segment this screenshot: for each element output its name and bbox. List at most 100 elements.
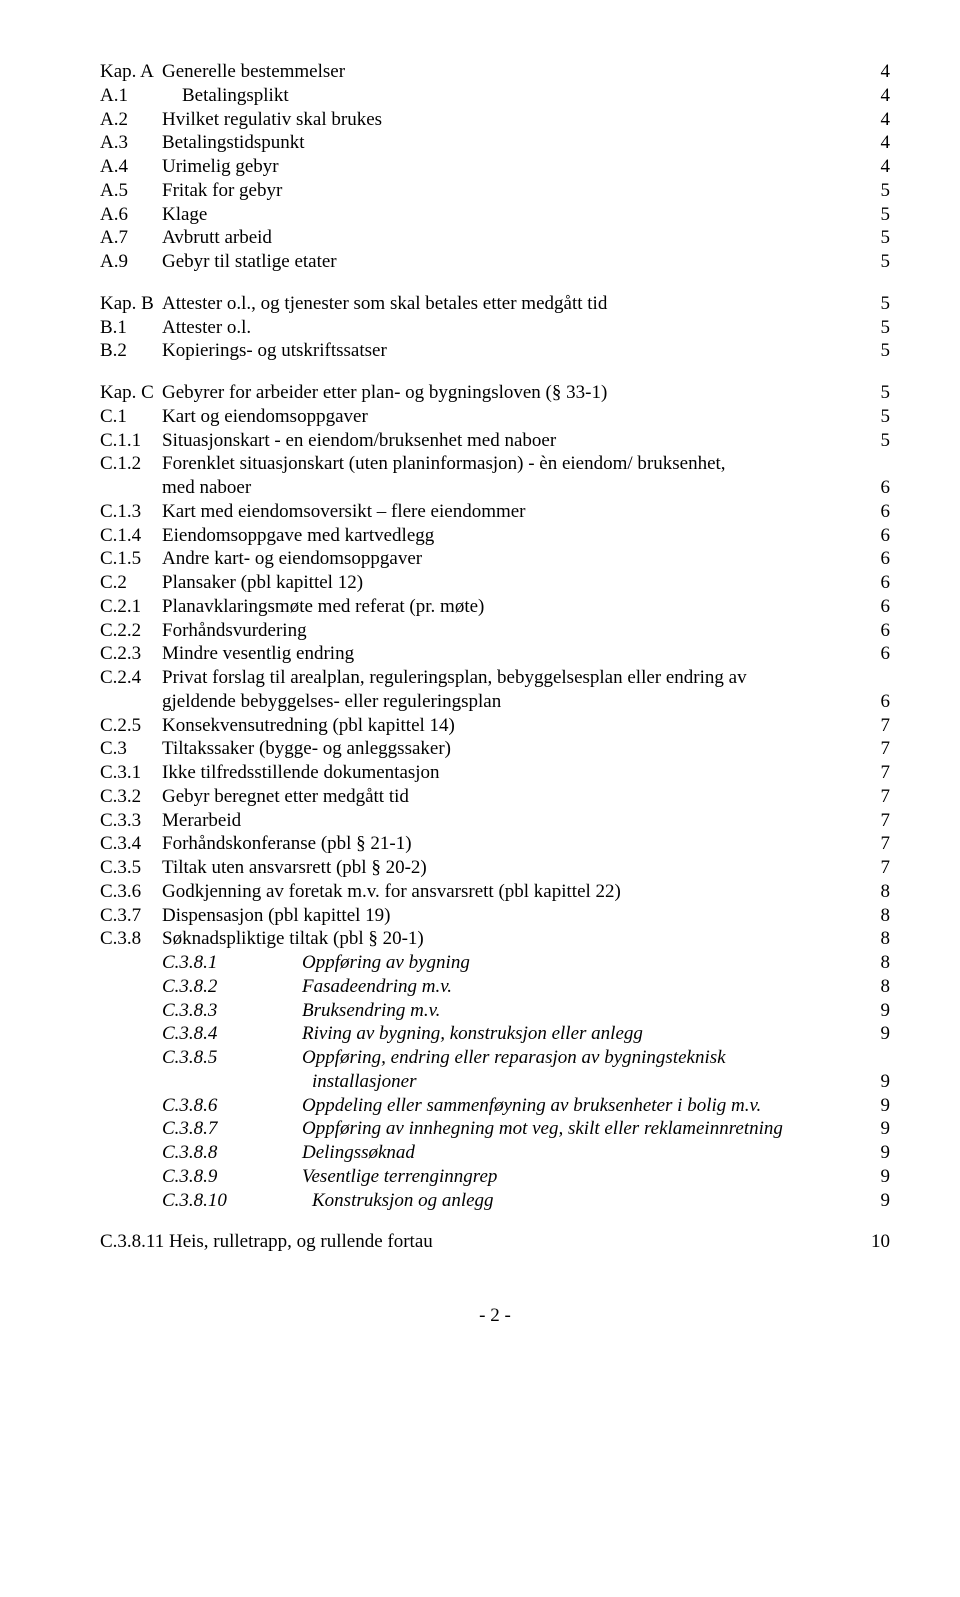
toc-label: B.2Kopierings- og utskriftssatser bbox=[100, 339, 870, 363]
toc-code: Kap. C bbox=[100, 381, 162, 405]
toc-page: 7 bbox=[870, 785, 890, 809]
toc-code: C.3.2 bbox=[100, 785, 162, 809]
toc-title: Planavklaringsmøte med referat (pr. møte… bbox=[162, 596, 484, 617]
toc-code: C.3 bbox=[100, 737, 162, 761]
toc-entry: C.3.3Merarbeid7 bbox=[100, 809, 890, 833]
toc-page: 9 bbox=[881, 999, 891, 1023]
toc-title: Tiltakssaker (bygge- og anleggssaker) bbox=[162, 738, 451, 759]
toc-label: C.3.8Søknadspliktige tiltak (pbl § 20-1) bbox=[100, 927, 870, 951]
toc-title: Søknadspliktige tiltak (pbl § 20-1) bbox=[162, 928, 424, 949]
toc-label: C.2.1Planavklaringsmøte med referat (pr.… bbox=[100, 595, 870, 619]
toc-code: C.3.8.3 bbox=[162, 999, 302, 1023]
toc-page: 9 bbox=[881, 1070, 891, 1094]
toc-entry: C.1.3Kart med eiendomsoversikt – flere e… bbox=[100, 500, 890, 524]
toc-label: C.3.3Merarbeid bbox=[100, 809, 870, 833]
toc-title: Kart og eiendomsoppgaver bbox=[162, 406, 368, 427]
toc-label: A.9Gebyr til statlige etater bbox=[100, 250, 870, 274]
toc-subentry: C.3.8.3Bruksendring m.v.9 bbox=[100, 999, 890, 1023]
toc-page: 4 bbox=[870, 84, 890, 108]
toc-page: 5 bbox=[870, 226, 890, 250]
toc-title: Konstruksjon og anlegg bbox=[312, 1190, 494, 1211]
toc-page: 5 bbox=[870, 292, 890, 316]
toc-entry: C.3.4Forhåndskonferanse (pbl § 21-1)7 bbox=[100, 832, 890, 856]
toc-title: Konsekvensutredning (pbl kapittel 14) bbox=[162, 715, 455, 736]
toc-label: C.2.3Mindre vesentlig endring bbox=[100, 642, 870, 666]
toc-page: 9 bbox=[881, 1117, 891, 1141]
toc-title: Kopierings- og utskriftssatser bbox=[162, 340, 387, 361]
toc-page: 6 bbox=[870, 642, 890, 666]
toc-label: Kap. CGebyrer for arbeider etter plan- o… bbox=[100, 381, 870, 405]
toc-code: C.1.5 bbox=[100, 547, 162, 571]
toc-code: C.3.8.6 bbox=[162, 1094, 302, 1118]
toc-title: Gebyrer for arbeider etter plan- og bygn… bbox=[162, 382, 607, 403]
toc-label: B.1Attester o.l. bbox=[100, 316, 870, 340]
toc-code: C.3.8.5 bbox=[162, 1046, 302, 1070]
toc-page: 9 bbox=[881, 1141, 891, 1165]
toc-label: C.2Plansaker (pbl kapittel 12) bbox=[100, 571, 870, 595]
toc-label: C.1.5Andre kart- og eiendomsoppgaver bbox=[100, 547, 870, 571]
toc-label: C.1.4Eiendomsoppgave med kartvedlegg bbox=[100, 524, 870, 548]
page-footer: - 2 - bbox=[100, 1304, 890, 1328]
toc-entry: C.2.2Forhåndsvurdering6 bbox=[100, 619, 890, 643]
toc-page: 6 bbox=[870, 524, 890, 548]
toc-content: Kap. AGenerelle bestemmelser4A.1Betaling… bbox=[100, 60, 890, 1254]
toc-page: 4 bbox=[870, 60, 890, 84]
toc-label: C.2.5Konsekvensutredning (pbl kapittel 1… bbox=[100, 714, 870, 738]
toc-title: Merarbeid bbox=[162, 810, 241, 831]
toc-label: Kap. AGenerelle bestemmelser bbox=[100, 60, 870, 84]
toc-page: 6 bbox=[870, 500, 890, 524]
toc-subentry: C.3.8.6Oppdeling eller sammenføyning av … bbox=[100, 1094, 890, 1118]
toc-code: B.1 bbox=[100, 316, 162, 340]
toc-label: C.3.8.4Riving av bygning, konstruksjon e… bbox=[162, 1022, 881, 1046]
toc-entry: C.1.5Andre kart- og eiendomsoppgaver6 bbox=[100, 547, 890, 571]
toc-label: C.3.5Tiltak uten ansvarsrett (pbl § 20-2… bbox=[100, 856, 870, 880]
toc-code: A.2 bbox=[100, 108, 162, 132]
toc-code: C.3.1 bbox=[100, 761, 162, 785]
toc-entry: A.7Avbrutt arbeid5 bbox=[100, 226, 890, 250]
toc-entry: C.3.8Søknadspliktige tiltak (pbl § 20-1)… bbox=[100, 927, 890, 951]
toc-code: C.3.4 bbox=[100, 832, 162, 856]
toc-label: C.3.1Ikke tilfredsstillende dokumentasjo… bbox=[100, 761, 870, 785]
toc-page: 7 bbox=[870, 856, 890, 880]
toc-page: 8 bbox=[870, 880, 890, 904]
spacer bbox=[100, 1212, 890, 1230]
toc-label: C.3.8.2Fasadeendring m.v. bbox=[162, 975, 881, 999]
toc-page: 4 bbox=[870, 108, 890, 132]
toc-entry: C.2.3Mindre vesentlig endring6 bbox=[100, 642, 890, 666]
toc-entry: C.2.5Konsekvensutredning (pbl kapittel 1… bbox=[100, 714, 890, 738]
toc-label: Kap. BAttester o.l., og tjenester som sk… bbox=[100, 292, 870, 316]
toc-title: Attester o.l. bbox=[162, 317, 251, 338]
toc-code: C.1.4 bbox=[100, 524, 162, 548]
toc-subentry: C.3.8.5Oppføring, endring eller reparasj… bbox=[100, 1046, 890, 1070]
toc-label: A.3Betalingstidspunkt bbox=[100, 131, 870, 155]
toc-label: C.1.1Situasjonskart - en eiendom/bruksen… bbox=[100, 429, 870, 453]
toc-subentry: C.3.8.8Delingssøknad9 bbox=[100, 1141, 890, 1165]
toc-code: C.3.8.2 bbox=[162, 975, 302, 999]
toc-subentry: C.3.8.4Riving av bygning, konstruksjon e… bbox=[100, 1022, 890, 1046]
toc-code: C.2.1 bbox=[100, 595, 162, 619]
toc-code: B.2 bbox=[100, 339, 162, 363]
toc-page: 5 bbox=[870, 405, 890, 429]
toc-title: Gebyr beregnet etter medgått tid bbox=[162, 786, 409, 807]
toc-title: Fasadeendring m.v. bbox=[302, 976, 452, 997]
toc-page: 6 bbox=[870, 619, 890, 643]
toc-title: Forenklet situasjonskart (uten planinfor… bbox=[162, 453, 726, 474]
toc-entry: A.5Fritak for gebyr5 bbox=[100, 179, 890, 203]
toc-entry: C.3.7Dispensasjon (pbl kapittel 19)8 bbox=[100, 904, 890, 928]
toc-title: Vesentlige terrenginngrep bbox=[302, 1166, 497, 1187]
toc-title: Delingssøknad bbox=[302, 1142, 415, 1163]
toc-title-cont: gjeldende bebyggelses- eller regulerings… bbox=[100, 690, 870, 714]
toc-page: 7 bbox=[870, 714, 890, 738]
toc-label: C.3.8.7Oppføring av innhegning mot veg, … bbox=[162, 1117, 881, 1141]
toc-code: C.3.8 bbox=[100, 927, 162, 951]
toc-label: A.2Hvilket regulativ skal brukes bbox=[100, 108, 870, 132]
toc-label: C.3.8.11 Heis, rulletrapp, og rullende f… bbox=[100, 1230, 870, 1254]
toc-code: A.6 bbox=[100, 203, 162, 227]
toc-title-cont: installasjoner bbox=[162, 1070, 881, 1094]
toc-code: C.1 bbox=[100, 405, 162, 429]
toc-title: Gebyr til statlige etater bbox=[162, 251, 337, 272]
toc-title: Hvilket regulativ skal brukes bbox=[162, 109, 382, 130]
toc-entry: C.3.8.11 Heis, rulletrapp, og rullende f… bbox=[100, 1230, 890, 1254]
toc-subentry: C.3.8.9Vesentlige terrenginngrep9 bbox=[100, 1165, 890, 1189]
toc-page: 9 bbox=[881, 1022, 891, 1046]
